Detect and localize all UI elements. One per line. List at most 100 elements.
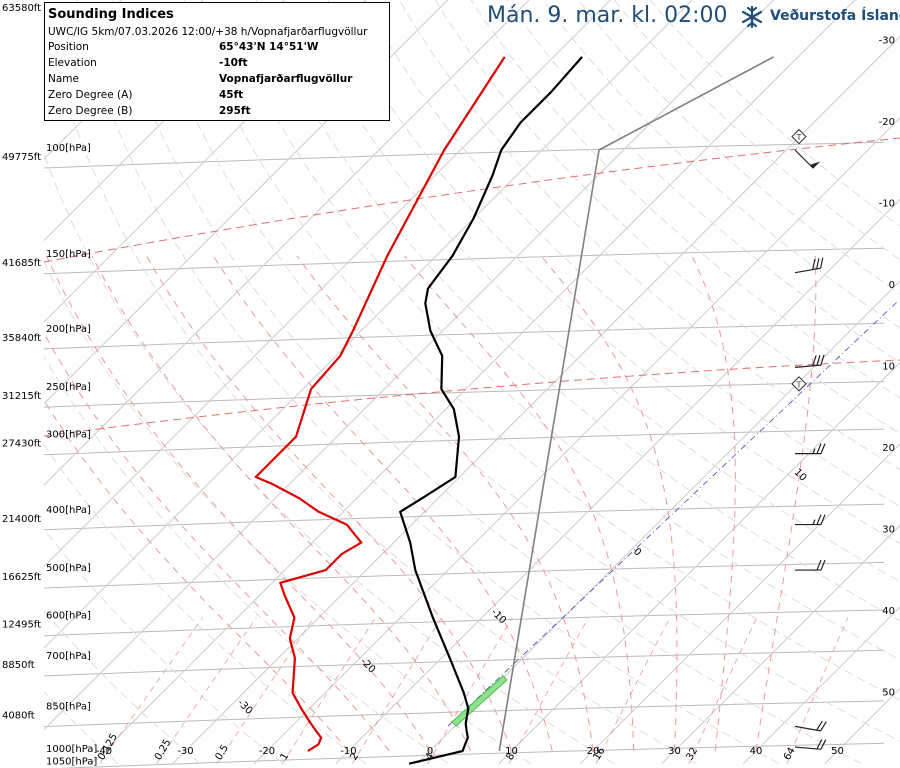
isotherm-line [253,117,900,765]
page-title: Mán. 9. mar. kl. 02:00 [487,3,728,28]
wind-barb-flag [820,443,826,454]
mixing-ratio-label: 0.25 [153,737,174,762]
pressure-label: 150[hPa] [46,249,91,260]
dry-adiabat-line [44,528,284,765]
isotherm-line [335,198,900,765]
dry-adiabat-line [434,0,900,435]
moist-adiabat-line [296,255,594,752]
isotherm-right-label: -30 [879,36,895,47]
pressure-label: 200[hPa] [46,324,91,335]
info-row-name: Name Vopnafjarðarflugvöllur [48,73,388,88]
pressure-label: 100[hPa] [46,143,91,154]
wind-barb [794,720,827,732]
mixing-ratio-line [156,617,257,764]
mixing-ratio-label: 0.5 [214,743,231,762]
info-row-elevation: Elevation -10ft [48,57,388,72]
info-value: 295ft [219,105,251,117]
mixing-ratio-line [595,617,671,764]
wind-barb [794,149,821,169]
dry-adiabat-line [44,13,697,765]
isotherm-bottom-label: -30 [177,746,193,757]
dewpoint-profile-line [254,56,506,752]
dry-adiabat-line [44,355,449,765]
sounding-indices-panel: Sounding Indices UWC/IG 5km/07.03.2026 1… [44,2,390,121]
isotherm-bottom-label: -10 [340,746,356,757]
info-row-position: Position 65°43'N 14°51'W [48,41,388,56]
moist-adiabat-line [540,255,678,752]
isotherm-bottom-label: 30 [668,746,681,757]
isobar-line [44,503,885,531]
info-row-zero-degree-b: Zero Degree (B) 295ft [48,105,388,120]
altitude-label: 49775ft [2,152,41,163]
panel-title: Sounding Indices [48,7,174,22]
isobar-line [44,428,885,456]
dry-adiabat-line [327,0,900,545]
wind-barb [794,257,824,274]
wind-barb-flag [816,258,820,269]
level-marker-diamond [791,128,807,145]
wind-barb-shaft [794,746,821,750]
dry-adiabat-line [398,0,900,471]
isotherm-bottom-label: 50 [831,746,844,757]
isotherm-line [44,0,775,731]
moist-adiabat-line [91,255,472,752]
info-value: 65°43'N 14°51'W [219,41,319,53]
isotherm-line [44,0,693,649]
wind-barb-shaft [794,267,821,274]
moist-adiabat-line [44,332,390,752]
mixing-ratio-line [216,617,315,764]
info-label: Name [48,73,79,85]
mixing-ratio-label: 8 [505,751,518,762]
wind-barb-shaft [794,364,821,368]
isotherm-bottom-label: -20 [259,746,275,757]
mixing-ratio-label: 64 [782,746,798,763]
wind-barb [795,443,826,455]
wind-barb-flag [820,559,826,571]
isotherm-bottom-label: 0 [427,746,433,757]
chart-axis-labels: 63580ft100[hPa]49775ft150[hPa]41685ft200… [2,3,895,768]
wind-barb-half-flag [812,519,816,525]
pressure-label: 1000[hPa] [46,744,97,755]
isotherm-inline-label: -20 [358,656,377,675]
altitude-label: 63580ft [2,3,41,14]
wind-barb-flag [816,739,823,750]
snowflake-logo-icon [741,5,763,29]
instability-shading [451,675,508,727]
wind-barb-flag [816,720,823,731]
wind-barb-flag [820,257,824,269]
isotherm-right-label: -10 [879,199,895,210]
moist-adiabat-line [691,255,736,752]
isotherm-right-label: 0 [889,280,895,291]
wind-barb [795,559,826,571]
dry-adiabat-line [44,153,615,765]
isotherm-line [416,280,900,765]
info-label: Zero Degree (B) [48,105,133,117]
pressure-label: 700[hPa] [46,651,91,662]
isotherm-bottom-label: 20 [587,746,600,757]
moist-adiabat-line [45,255,431,752]
mixing-ratio-line [786,617,849,764]
isotherm-bottom-label: 40 [750,746,763,757]
isotherm-right-label: 20 [882,443,895,454]
isotherm-line [44,0,612,568]
parcel-profile-line [498,56,774,752]
isotherm-line [742,606,900,765]
isobar-line [56,742,885,768]
lifting-guide-line [447,301,898,727]
mixing-ratio-label: 4 [424,751,437,762]
isobar-line [44,609,885,637]
moist-adiabat-line [44,399,349,752]
altitude-label: 21400ft [2,514,41,525]
altitude-label: 12495ft [2,620,41,631]
mixing-ratio-line [427,617,513,764]
isotherm-inline-label: 10 [792,467,809,484]
dry-adiabat-line [470,0,900,399]
wind-barb [794,354,825,368]
info-row-zero-degree-a: Zero Degree (A) 45ft [48,89,388,104]
isotherm-line [90,0,856,765]
pressure-label: 1050[hPa] [46,757,97,768]
altitude-label: 16625ft [2,572,41,583]
wind-barb-flag [816,514,822,525]
dry-adiabat-line [506,0,900,364]
dry-adiabat-line [362,0,900,507]
